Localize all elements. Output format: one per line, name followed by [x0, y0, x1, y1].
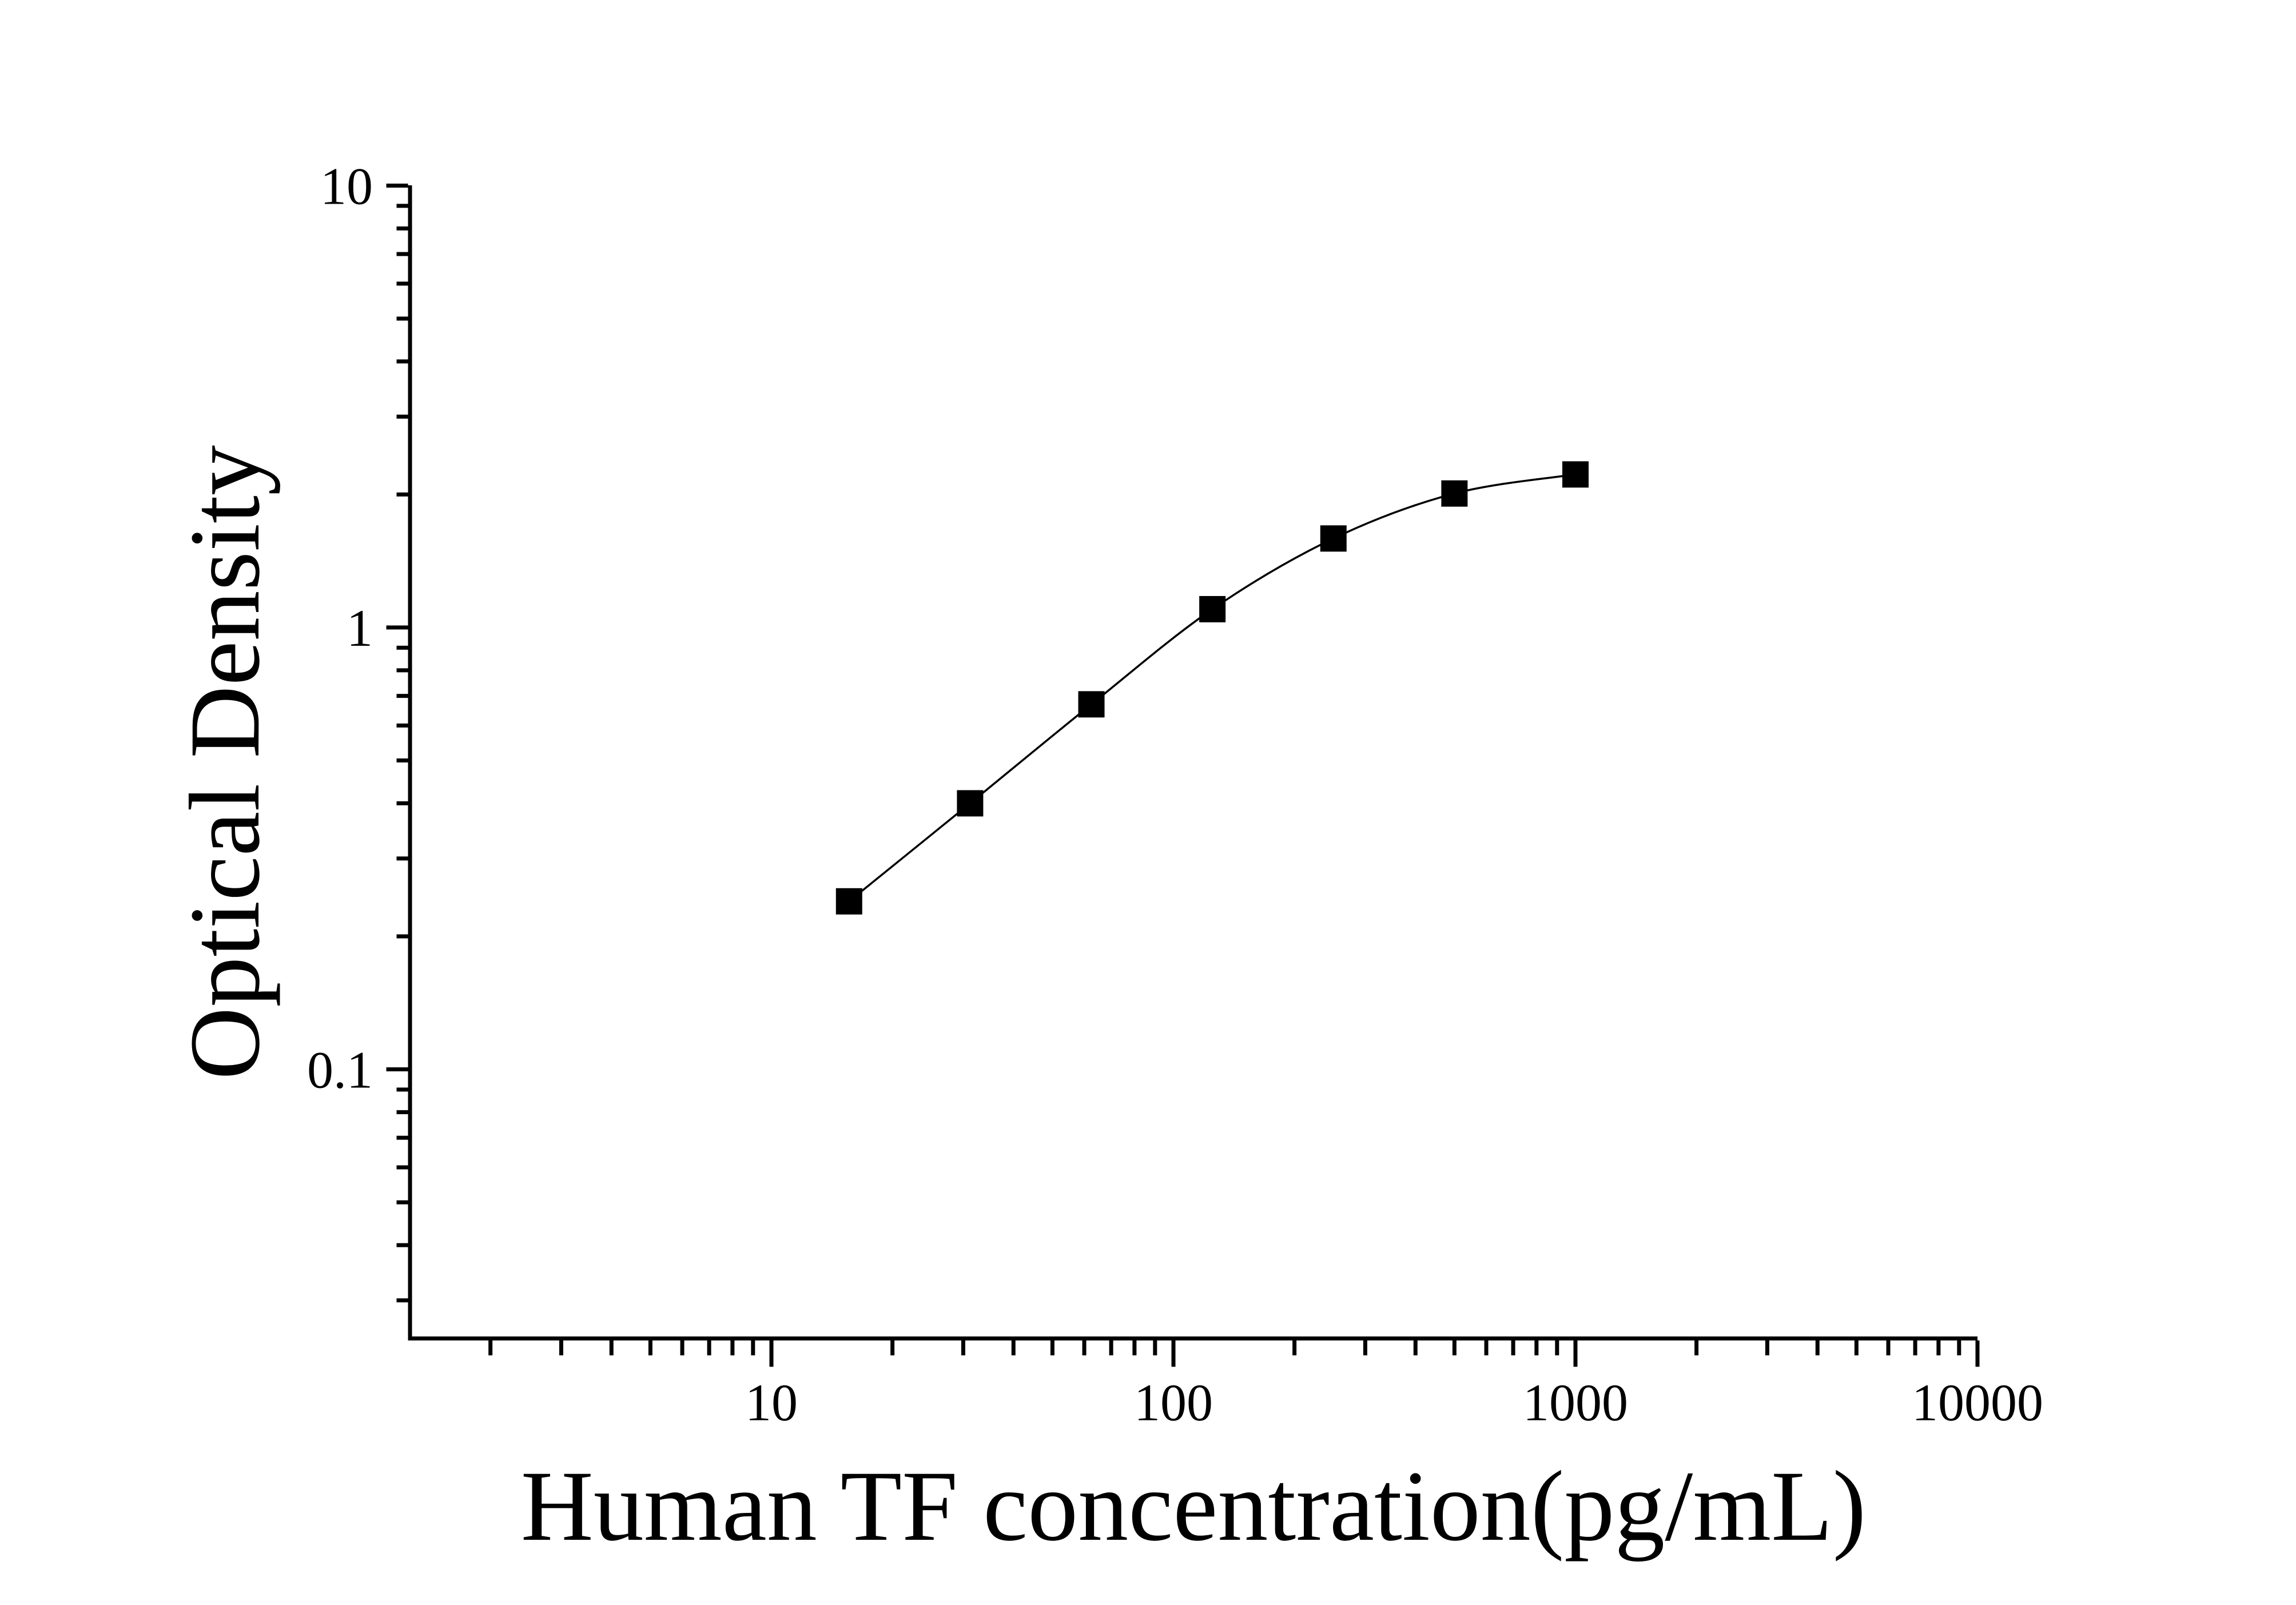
data-point-marker — [957, 790, 984, 817]
axes-layer — [408, 185, 1977, 1341]
x-axis-title: Human TF concentration(pg/mL) — [521, 1451, 1867, 1562]
y-tick-label: 10 — [320, 157, 373, 216]
data-point-marker — [1562, 461, 1589, 488]
ticks-layer — [386, 184, 1980, 1367]
y-tick-label: 0.1 — [307, 1041, 373, 1099]
x-tick-label: 10000 — [1912, 1373, 2043, 1432]
x-tick-label: 10 — [745, 1373, 798, 1432]
data-point-marker — [1078, 691, 1105, 718]
series-layer — [835, 461, 1589, 915]
x-tick-label: 1000 — [1523, 1373, 1628, 1432]
tick-labels-layer: 10 100 1000 10000 10 1 0.1 — [307, 157, 2043, 1432]
y-tick-label: 1 — [347, 599, 373, 657]
data-point-marker — [835, 888, 862, 915]
data-point-marker — [1441, 480, 1468, 507]
y-axis-title: Optical Density — [169, 445, 281, 1080]
data-point-marker — [1320, 525, 1347, 552]
data-point-marker — [1199, 596, 1226, 623]
standard-curve-line — [848, 473, 1576, 903]
x-tick-label: 100 — [1134, 1373, 1213, 1432]
